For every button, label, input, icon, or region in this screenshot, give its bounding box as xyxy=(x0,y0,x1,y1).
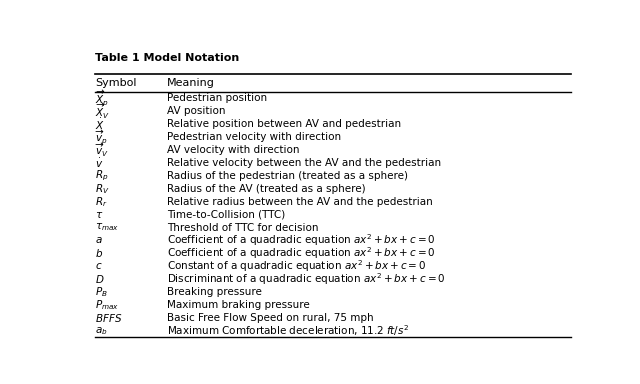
Text: Coefficient of a quadradic equation $ax^2 + bx + c = 0$: Coefficient of a quadradic equation $ax^… xyxy=(167,233,435,248)
Text: $b$: $b$ xyxy=(95,247,103,259)
Text: AV position: AV position xyxy=(167,106,225,116)
Text: $\tau$: $\tau$ xyxy=(95,210,103,220)
Text: $\overrightarrow{X}_p$: $\overrightarrow{X}_p$ xyxy=(95,88,109,108)
Text: $BFFS$: $BFFS$ xyxy=(95,312,122,324)
Text: $\overrightarrow{v}_V$: $\overrightarrow{v}_V$ xyxy=(95,141,109,159)
Text: $a$: $a$ xyxy=(95,235,102,245)
Text: $c$: $c$ xyxy=(95,261,102,271)
Text: $\overrightarrow{X}_V$: $\overrightarrow{X}_V$ xyxy=(95,102,110,121)
Text: Time-to-Collision (TTC): Time-to-Collision (TTC) xyxy=(167,210,285,220)
Text: Pedestrian position: Pedestrian position xyxy=(167,93,267,103)
Text: Relative position between AV and pedestrian: Relative position between AV and pedestr… xyxy=(167,119,401,129)
Text: Pedestrian velocity with direction: Pedestrian velocity with direction xyxy=(167,132,341,142)
Text: Radius of the AV (treated as a sphere): Radius of the AV (treated as a sphere) xyxy=(167,184,365,194)
Text: Threshold of TTC for decision: Threshold of TTC for decision xyxy=(167,223,318,233)
Text: $R_p$: $R_p$ xyxy=(95,169,108,183)
Text: $P_B$: $P_B$ xyxy=(95,285,108,299)
Text: $R_V$: $R_V$ xyxy=(95,182,109,196)
Text: $\dot{v}$: $\dot{v}$ xyxy=(95,156,103,170)
Text: AV velocity with direction: AV velocity with direction xyxy=(167,145,300,155)
Text: Relative velocity between the AV and the pedestrian: Relative velocity between the AV and the… xyxy=(167,158,441,168)
Text: Maximum braking pressure: Maximum braking pressure xyxy=(167,300,310,310)
Text: Breaking pressure: Breaking pressure xyxy=(167,287,262,297)
Text: Discriminant of a quadradic equation $ax^2 + bx + c = 0$: Discriminant of a quadradic equation $ax… xyxy=(167,271,445,287)
Text: Maximum Comfortable deceleration, 11.2 $ft/s^2$: Maximum Comfortable deceleration, 11.2 $… xyxy=(167,323,409,338)
Text: Symbol: Symbol xyxy=(95,78,136,88)
Text: Coefficient of a quadradic equation $ax^2 + bx + c = 0$: Coefficient of a quadradic equation $ax^… xyxy=(167,245,435,261)
Text: $\dot{X}$: $\dot{X}$ xyxy=(95,117,104,132)
Text: $a_b$: $a_b$ xyxy=(95,325,108,337)
Text: Constant of a quadradic equation $ax^2 + bx + c = 0$: Constant of a quadradic equation $ax^2 +… xyxy=(167,258,426,274)
Text: $\tau_{max}$: $\tau_{max}$ xyxy=(95,222,119,233)
Text: Relative radius between the AV and the pedestrian: Relative radius between the AV and the p… xyxy=(167,197,433,207)
Text: Radius of the pedestrian (treated as a sphere): Radius of the pedestrian (treated as a s… xyxy=(167,171,408,181)
Text: $P_{max}$: $P_{max}$ xyxy=(95,298,119,312)
Text: Basic Free Flow Speed on rural, 75 mph: Basic Free Flow Speed on rural, 75 mph xyxy=(167,313,373,323)
Text: Meaning: Meaning xyxy=(167,78,214,88)
Text: $R_r$: $R_r$ xyxy=(95,195,108,209)
Text: $D$: $D$ xyxy=(95,273,104,285)
Text: $\overrightarrow{v}_p$: $\overrightarrow{v}_p$ xyxy=(95,128,108,146)
Text: Table 1 Model Notation: Table 1 Model Notation xyxy=(95,53,239,63)
